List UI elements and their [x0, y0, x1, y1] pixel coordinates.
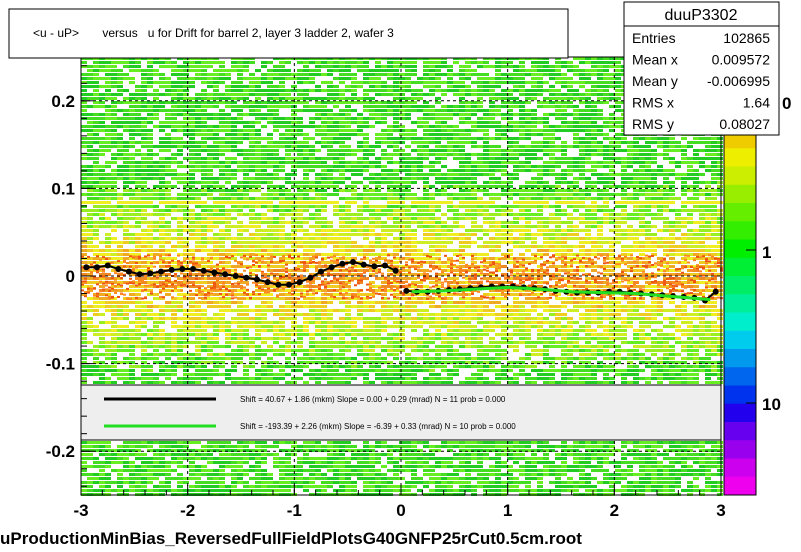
- data-point: [104, 262, 111, 269]
- colorbar-segment: [724, 403, 756, 423]
- title-box: [8, 8, 569, 59]
- x-axis-label: uProductionMinBias_ReversedFullFieldPlot…: [0, 529, 582, 548]
- y-tick-label: -0.1: [46, 355, 75, 374]
- stats-box: [623, 1, 780, 136]
- x-tick-label: 0: [396, 501, 405, 520]
- colorbar-segment: [724, 166, 756, 186]
- data-point: [275, 281, 282, 288]
- legend-box: [80, 384, 722, 441]
- data-point: [232, 273, 239, 279]
- colorbar-segment: [724, 203, 756, 222]
- x-tick-label: 2: [610, 501, 619, 520]
- colorbar-segment: [724, 440, 756, 459]
- data-point: [136, 271, 143, 278]
- data-point: [382, 262, 388, 269]
- colorbar-tick-1: 1: [762, 243, 771, 262]
- x-tick-label: 1: [503, 501, 512, 520]
- stats-value: 0.009572: [712, 52, 771, 68]
- series-line: [411, 285, 711, 302]
- data-point: [115, 265, 122, 272]
- grid-lines: [81, 57, 721, 495]
- data-point: [350, 258, 356, 265]
- colorbar-tick-10: 10: [762, 395, 781, 414]
- x-tick-label: -2: [180, 501, 195, 520]
- stats-value: 102865: [723, 30, 770, 46]
- colorbar-partial-label: 0: [782, 94, 791, 113]
- data-point: [392, 267, 399, 274]
- colorbar-segment: [724, 148, 756, 167]
- y-tick-label: -0.2: [46, 442, 75, 461]
- data-point: [200, 267, 207, 274]
- data-point: [296, 279, 303, 286]
- data-point: [126, 268, 132, 275]
- colorbar-segment: [724, 294, 756, 313]
- x-tick-label: -1: [287, 501, 302, 520]
- y-tick-label: 0: [66, 267, 75, 286]
- data-point: [179, 265, 186, 272]
- data-point: [254, 276, 260, 283]
- colorbar-segment: [724, 276, 756, 295]
- colorbar-segment: [724, 422, 756, 441]
- y-tick-label: 0.1: [51, 179, 75, 198]
- stats-label: Mean x: [632, 52, 678, 68]
- stats-value: -0.006995: [707, 73, 770, 89]
- data-point: [328, 264, 335, 271]
- data-point: [264, 279, 271, 286]
- data-point: [190, 265, 196, 272]
- data-point: [94, 264, 100, 271]
- data-point: [371, 263, 378, 270]
- data-point: [158, 268, 164, 275]
- data-point: [222, 271, 228, 278]
- stats-rows: Entries 102865 Mean x 0.009572 Mean y -0.0069…: [632, 30, 770, 132]
- stats-label: RMS y: [632, 116, 674, 132]
- colorbar-segment: [724, 239, 756, 259]
- profile-markers: [83, 258, 719, 304]
- stats-value: 0.08027: [719, 116, 770, 132]
- colorbar-segment: [724, 330, 756, 350]
- colorbar-segment: [724, 476, 756, 496]
- data-point: [211, 269, 218, 276]
- x-tick-label: -3: [73, 501, 88, 520]
- heatmap-core-band: [81, 254, 723, 300]
- colorbar-segment: [724, 184, 756, 204]
- data-point: [83, 264, 90, 271]
- x-axis: -3 -2 -1 0 1 2 3: [73, 485, 726, 520]
- data-point: [286, 281, 292, 288]
- data-point: [403, 287, 410, 294]
- stats-value: 1.64: [743, 95, 770, 111]
- data-point: [712, 288, 719, 295]
- colorbar-segment: [724, 385, 756, 405]
- data-point: [360, 261, 367, 268]
- colorbar-segment: [724, 312, 756, 332]
- legend-green-text: Shift = -193.39 + 2.26 (mkm) Slope = -6.…: [240, 422, 516, 431]
- data-point: [307, 274, 314, 281]
- stats-label: Entries: [632, 30, 676, 46]
- colorbar-segment: [724, 349, 756, 368]
- legend-black-text: Shift = 40.67 + 1.86 (mkm) Slope = 0.00 …: [240, 395, 506, 404]
- chart-title: <u - uP> versus u for Drift for barrel 2…: [33, 26, 394, 40]
- data-point: [339, 260, 346, 267]
- colorbar-segment: [724, 257, 756, 277]
- colorbar-segment: [724, 458, 756, 478]
- data-point: [147, 270, 154, 277]
- y-tick-label: 0.2: [51, 92, 75, 111]
- stats-name: duuP3302: [665, 7, 738, 24]
- stats-label: RMS x: [632, 95, 674, 111]
- y-axis: -0.2 -0.1 0 0.1 0.2: [46, 65, 93, 487]
- data-point: [318, 268, 324, 275]
- colorbar-segment: [724, 221, 756, 240]
- colorbar-segment: [724, 367, 756, 386]
- stats-label: Mean y: [632, 73, 678, 89]
- x-tick-label: 3: [716, 501, 725, 520]
- data-point: [168, 266, 175, 273]
- data-point: [243, 274, 250, 281]
